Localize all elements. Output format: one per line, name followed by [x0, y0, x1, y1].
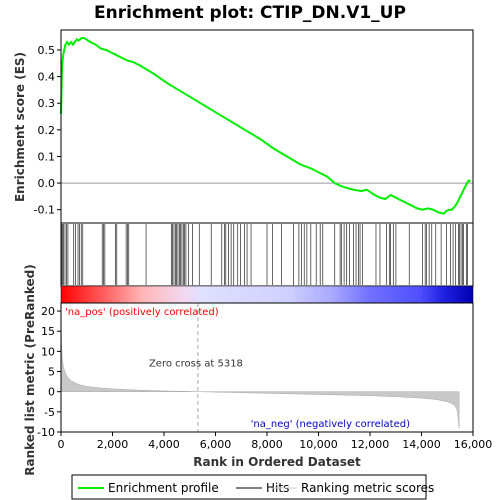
x-tick-label: 0	[58, 438, 65, 451]
x-tick-label: 12,000	[351, 438, 390, 451]
hits-panel	[60, 222, 474, 287]
metric-y-tick-label: -5	[44, 406, 55, 419]
enrichment-profile-line	[60, 37, 472, 215]
x-tick-label: 16,000	[454, 438, 493, 451]
es-y-axis-title: Enrichment score (ES)	[13, 52, 27, 202]
metric-plot-background	[61, 303, 473, 432]
es-y-tick-label: 0.1	[38, 150, 56, 163]
legend-label-ranking-metric: Ranking metric scores	[301, 481, 434, 495]
metric-y-tick-label: 5	[48, 366, 55, 379]
es-y-tick-label: -0.1	[34, 204, 55, 217]
es-y-tick-label: 0.2	[38, 124, 56, 137]
metric-x-axis-ticks: 0 2,000 4,000 6,000 8,000 10,000 12,000 14,000 1…	[58, 432, 493, 451]
metric-y-tick-label: 15	[41, 325, 55, 338]
es-y-tick-label: 0.4	[38, 71, 56, 84]
metric-y-tick-label: 0	[48, 386, 55, 399]
es-panel: 0.5 0.4 0.3 0.2 0.1 0.0 -0.1	[34, 29, 474, 224]
rank-gradient-bar	[60, 285, 474, 304]
metric-y-axis-title: Ranked list metric (PreRanked)	[23, 264, 37, 476]
es-y-tick-label: 0.5	[38, 44, 56, 57]
chart-title: Enrichment plot: CTIP_DN.V1_UP	[94, 3, 406, 23]
metric-y-tick-label: 20	[41, 305, 55, 318]
legend-label-enrichment-profile: Enrichment profile	[108, 481, 219, 495]
metric-y-tick-label: -10	[37, 426, 55, 439]
es-plot-background	[61, 30, 473, 223]
x-axis-title: Rank in Ordered Dataset	[193, 455, 361, 469]
metric-y-tick-label: 10	[41, 345, 55, 358]
es-y-tick-label: 0.3	[38, 97, 56, 110]
legend-box	[71, 474, 427, 500]
es-y-axis-ticks: 0.5 0.4 0.3 0.2 0.1 0.0 -0.1	[34, 44, 61, 217]
x-tick-label: 2,000	[97, 438, 129, 451]
ranking-metric-area	[60, 306, 460, 429]
x-tick-label: 8,000	[251, 438, 283, 451]
metric-plot-frame	[60, 302, 474, 433]
x-tick-label: 14,000	[402, 438, 441, 451]
metric-y-axis-ticks: 20 15 10 5 0 -5 -10	[37, 305, 61, 439]
es-y-tick-label: 0.0	[38, 177, 56, 190]
zero-cross-label: Zero cross at 5318	[149, 359, 243, 370]
legend: Enrichment profile Hits Ranking metric s…	[71, 474, 434, 500]
negative-correlation-label: 'na_neg' (negatively correlated)	[251, 419, 410, 430]
hit-markers	[61, 224, 468, 285]
x-tick-label: 6,000	[200, 438, 232, 451]
x-tick-label: 4,000	[148, 438, 180, 451]
metric-panel: 'na_pos' (positively correlated) Zero cr…	[37, 302, 493, 451]
x-tick-label: 10,000	[299, 438, 338, 451]
positive-correlation-label: 'na_pos' (positively correlated)	[65, 307, 219, 318]
